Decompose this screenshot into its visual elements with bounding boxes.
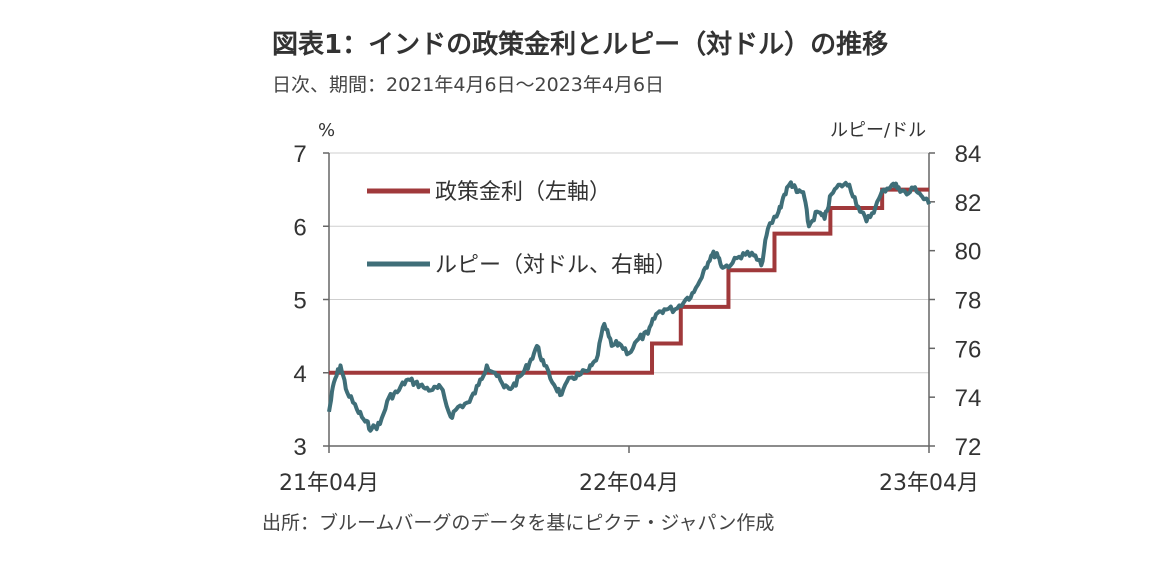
x-tick-label: 22年04月 bbox=[579, 471, 679, 496]
x-tick-label: 23年04月 bbox=[879, 471, 979, 496]
series-line-policy-rate bbox=[329, 187, 929, 375]
left-tick-label: 6 bbox=[293, 214, 306, 241]
chart-title: 図表1：インドの政策金利とルピー（対ドル）の推移 bbox=[272, 30, 889, 60]
source-note: 出所：ブルームバーグのデータを基にピクテ・ジャパン作成 bbox=[262, 512, 775, 534]
chart-subtitle: 日次、期間：2021年4月6日～2023年4月6日 bbox=[272, 74, 665, 96]
legend-label: ルピー（対ドル、右軸） bbox=[435, 253, 677, 278]
right-tick-label: 80 bbox=[955, 239, 982, 266]
left-tick-label: 7 bbox=[293, 141, 306, 168]
right-tick-label: 84 bbox=[955, 141, 982, 168]
chart-area: % ルピー/ドル 3 4 5 6 7 72 74 76 78 80 82 84 21年04月 22年04月… bbox=[279, 120, 982, 496]
series-line-rupee bbox=[327, 180, 931, 433]
legend-label: 政策金利（左軸） bbox=[435, 180, 611, 205]
left-tick-label: 4 bbox=[293, 361, 306, 388]
right-tick-label: 78 bbox=[955, 288, 982, 315]
right-tick-label: 82 bbox=[955, 190, 982, 217]
right-tick-label: 76 bbox=[955, 336, 982, 363]
legend: 政策金利（左軸） ルピー（対ドル、右軸） bbox=[367, 180, 677, 278]
right-tick-label: 72 bbox=[955, 434, 982, 461]
left-tick-label: 5 bbox=[293, 288, 306, 315]
x-tick-label: 21年04月 bbox=[279, 471, 379, 496]
right-axis-unit: ルピー/ドル bbox=[830, 120, 926, 141]
left-tick-label: 3 bbox=[293, 434, 306, 461]
right-tick-label: 74 bbox=[955, 385, 982, 412]
left-axis-unit: % bbox=[318, 120, 335, 141]
